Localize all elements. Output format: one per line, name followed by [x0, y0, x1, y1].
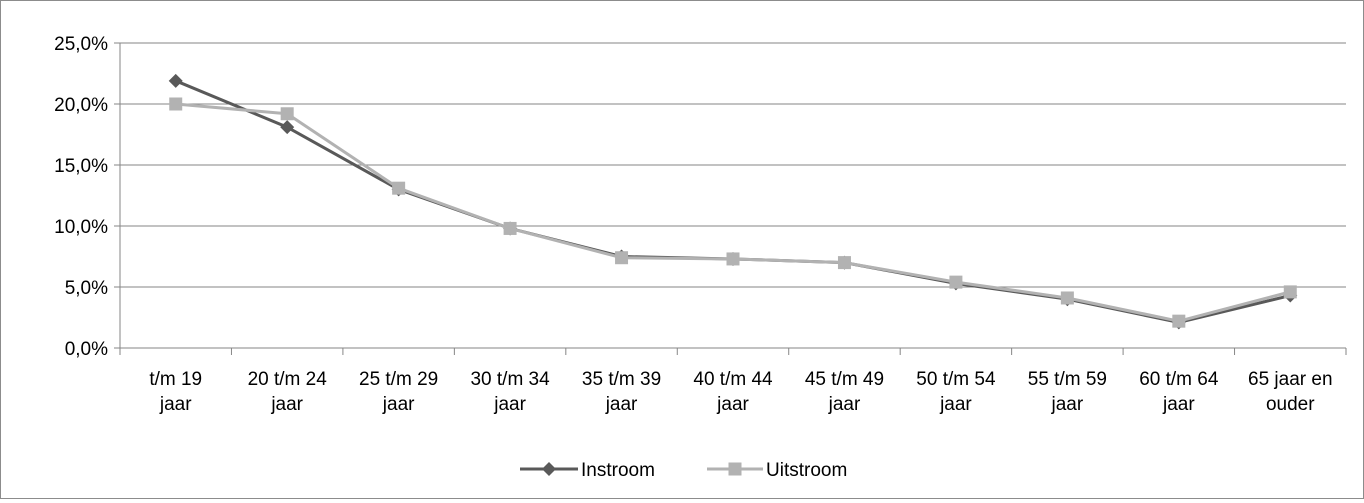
- x-category-label: 50 t/m 54 jaar: [916, 369, 996, 415]
- axes: [114, 42, 1347, 355]
- legend-marker: [728, 462, 742, 476]
- x-category-label: 30 t/m 34 jaar: [470, 369, 550, 415]
- y-axis-tick-labels: 0,0% 5,0% 10,0% 15,0% 20,0% 25,0%: [54, 34, 108, 360]
- data-point: [726, 252, 740, 266]
- x-axis-category-labels: t/m 19 jaar 20 t/m 24 jaar 25 t/m 29 jaar 30 t…: [149, 369, 1332, 415]
- x-category-label: 35 t/m 39 jaar: [582, 369, 661, 415]
- data-point: [1283, 285, 1297, 299]
- series-line-instroom: [175, 79, 1291, 324]
- data-point: [168, 73, 183, 88]
- x-category-label: 25 t/m 29 jaar: [359, 369, 438, 415]
- x-category-label: 55 t/m 59 jaar: [1028, 369, 1107, 415]
- data-point: [949, 275, 963, 289]
- x-category-label: 20 t/m 24 jaar: [248, 369, 328, 415]
- x-category-label: 60 t/m 64 jaar: [1139, 369, 1219, 415]
- x-category-label: t/m 19 jaar: [149, 369, 202, 415]
- y-tick-label: 0,0%: [65, 339, 108, 360]
- data-point: [837, 256, 851, 270]
- series-uitstroom: [169, 97, 1297, 328]
- series-lines: [168, 73, 1298, 330]
- y-tick-label: 5,0%: [65, 278, 108, 299]
- data-point: [280, 107, 294, 121]
- x-category-label: 40 t/m 44 jaar: [693, 369, 773, 415]
- x-category-label: 65 jaar en ouder: [1248, 369, 1333, 415]
- data-point: [392, 181, 406, 195]
- legend-label: Instroom: [581, 460, 655, 481]
- series-instroom: [168, 73, 1298, 330]
- legend-marker: [542, 462, 556, 476]
- legend-label: Uitstroom: [766, 460, 847, 481]
- data-point: [503, 221, 517, 235]
- data-point: [615, 251, 629, 265]
- data-point: [1172, 314, 1186, 328]
- legend-item-instroom: Instroom: [520, 460, 655, 481]
- y-tick-label: 10,0%: [54, 217, 108, 238]
- y-tick-label: 20,0%: [54, 95, 108, 116]
- x-category-label: 45 t/m 49 jaar: [805, 369, 884, 415]
- legend-item-uitstroom: Uitstroom: [707, 460, 847, 481]
- legend: Instroom Uitstroom: [520, 460, 847, 481]
- data-point: [169, 97, 183, 111]
- series-line-uitstroom: [175, 102, 1291, 323]
- gridlines: [120, 42, 1346, 288]
- data-point: [280, 120, 295, 135]
- y-tick-label: 15,0%: [54, 156, 108, 177]
- data-point: [1060, 291, 1074, 305]
- y-tick-label: 25,0%: [54, 34, 108, 55]
